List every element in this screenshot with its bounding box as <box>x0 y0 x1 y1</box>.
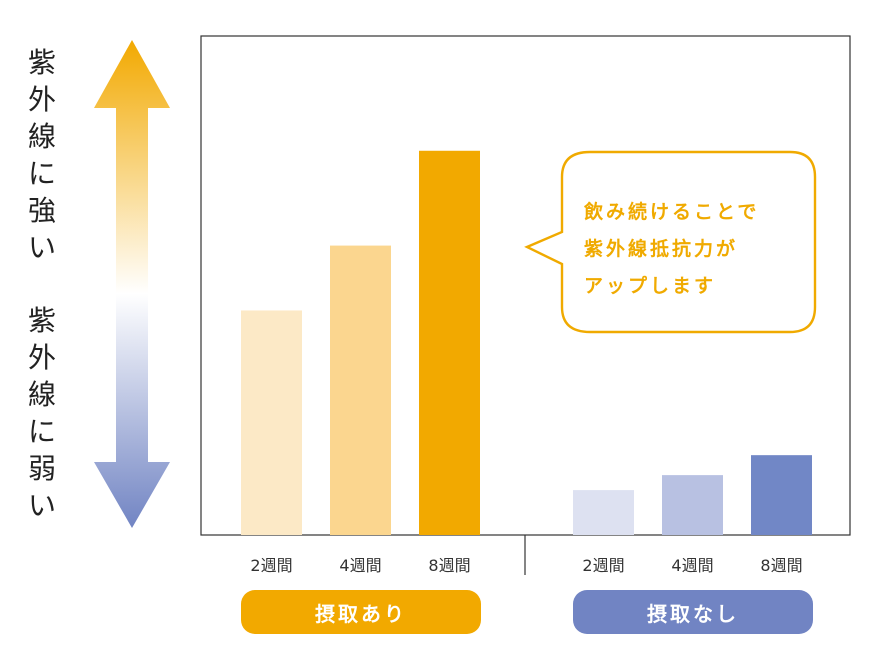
x-tick-label: 8週間 <box>428 556 470 575</box>
x-tick-label: 8週間 <box>760 556 802 575</box>
callout-line: アップします <box>584 275 717 297</box>
weak-uv-label: 紫 外 線 に 弱 い <box>22 302 62 524</box>
x-tick-label: 4週間 <box>671 556 713 575</box>
callout-line: 紫外線抵抗力が <box>584 238 739 260</box>
bar-with-1 <box>241 310 302 535</box>
label-char: 線 <box>27 120 56 153</box>
label-char: い <box>27 231 56 264</box>
x-tick-label: 4週間 <box>339 556 381 575</box>
label-char: 弱 <box>27 452 56 485</box>
strong-uv-label: 紫 外 線 に 強 い <box>22 44 62 266</box>
label-char: 紫 <box>27 46 56 79</box>
callout-text: 飲み続けることで 紫外線抵抗力が アップします <box>584 194 814 305</box>
bar-without-1 <box>573 490 634 535</box>
double-arrow-icon <box>94 40 170 528</box>
callout-line: 飲み続けることで <box>584 201 760 223</box>
bar-with-3 <box>419 150 480 535</box>
label-char: い <box>27 489 56 522</box>
label-char: 紫 <box>27 304 56 337</box>
label-char: に <box>27 157 56 190</box>
label-char: 線 <box>27 378 56 411</box>
group-label-without-intake: 摂取なし <box>573 590 813 634</box>
x-tick-label: 2週間 <box>582 556 624 575</box>
bar-without-2 <box>662 475 723 535</box>
bar-with-2 <box>330 245 391 535</box>
label-char: 外 <box>27 83 56 116</box>
label-char: に <box>27 415 56 448</box>
bar-without-3 <box>751 455 812 535</box>
speech-bubble <box>524 150 817 334</box>
label-char: 強 <box>27 194 56 227</box>
label-char: 外 <box>27 341 56 374</box>
x-tick-label: 2週間 <box>250 556 292 575</box>
group-label-with-intake: 摂取あり <box>241 590 481 634</box>
